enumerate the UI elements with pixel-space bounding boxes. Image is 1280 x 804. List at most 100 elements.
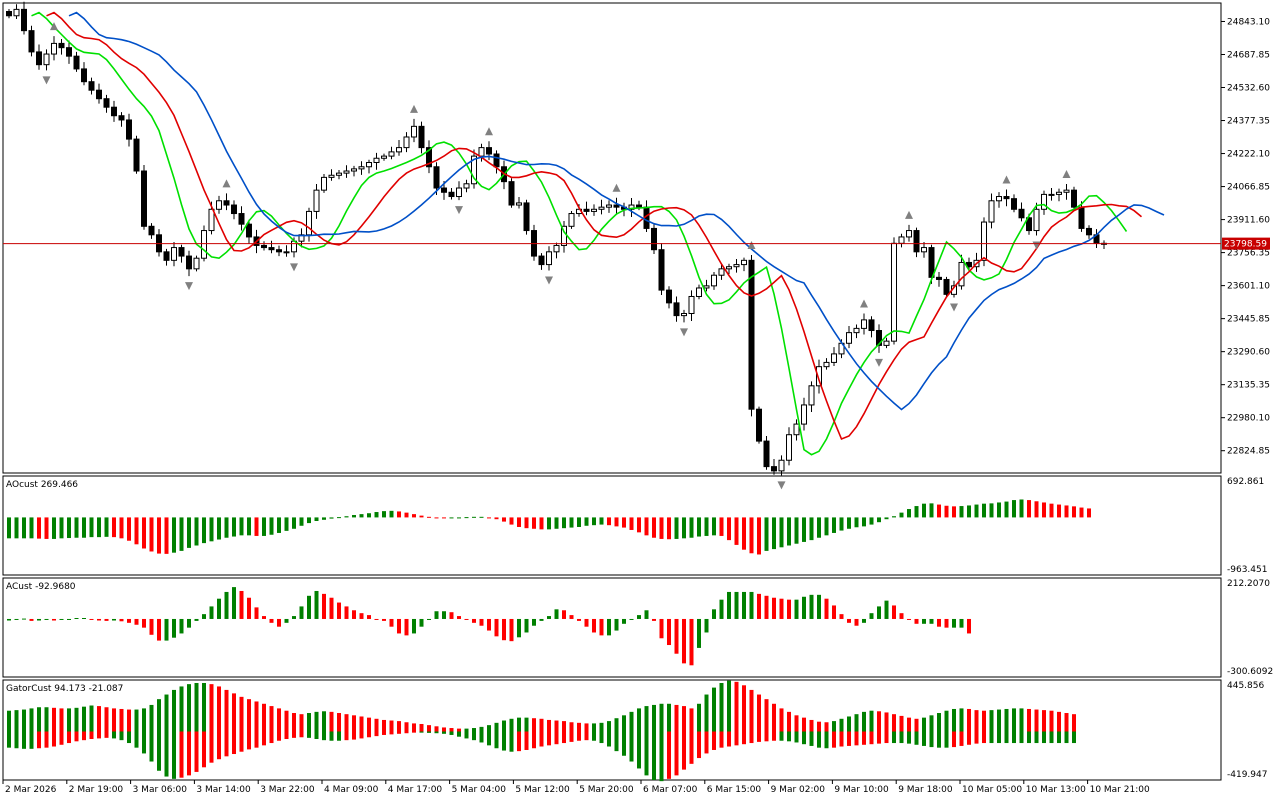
candle-body [928, 247, 935, 278]
ma-fast-line [31, 11, 1128, 456]
gator-lower-bar [427, 731, 431, 733]
gator-upper-bar [89, 705, 94, 732]
gator-lower-bar [232, 731, 236, 755]
candle-body [321, 176, 327, 191]
candle-body [336, 172, 342, 176]
ao-bar [239, 517, 244, 536]
gator-lower-bar [179, 731, 184, 778]
candle-body [388, 151, 395, 157]
candle-body [66, 47, 72, 57]
gator-upper-bar [862, 711, 866, 732]
ao-bar [344, 516, 349, 518]
gator-upper-bar [712, 687, 716, 732]
ac-bar [172, 618, 176, 638]
gator-upper-bar [742, 685, 746, 732]
candle-body [763, 440, 770, 468]
gator-upper-bar [967, 708, 971, 732]
gator-upper-bar [1027, 708, 1031, 732]
gator-upper-bar [577, 722, 581, 732]
candle-body [231, 204, 237, 215]
gator-lower-bar [307, 731, 311, 738]
fractal-down-marker [777, 481, 786, 490]
fractal-down-marker [42, 76, 51, 85]
candle-body [793, 423, 800, 436]
gator-lower-bar [382, 731, 386, 735]
candle-body [546, 251, 552, 266]
gator-upper-bar [352, 715, 356, 732]
ac-bar [862, 618, 866, 623]
ac-histogram [7, 587, 971, 666]
ao-bar [629, 517, 634, 530]
time-tick-label: 4 Mar 09:00 [324, 785, 379, 795]
ao-bar [1049, 503, 1054, 518]
gator-lower-bar [44, 731, 49, 748]
fractal-down-marker [455, 206, 463, 215]
candle-body [343, 170, 350, 174]
ac-bar [352, 610, 356, 619]
ao-bar [434, 517, 439, 519]
ac-bar [614, 618, 619, 631]
ao-bar [29, 517, 34, 539]
gator-lower-bar [622, 731, 626, 756]
fractal-up-marker [905, 210, 913, 219]
ao-bar [307, 517, 311, 524]
candle-body [913, 230, 920, 253]
gator-lower-bar [937, 731, 941, 748]
gator-upper-bar [202, 682, 206, 732]
candle-body [381, 155, 387, 159]
ac-bar [779, 598, 784, 619]
ao-bar [359, 514, 364, 518]
price-tick-label: 23911.60 [1227, 216, 1270, 226]
gator-upper-bar [209, 684, 214, 732]
candle-body [823, 361, 830, 368]
gator-lower-bar [1072, 731, 1076, 744]
ac-bar [239, 590, 244, 619]
ac-bar [412, 618, 416, 634]
candle-body [133, 138, 140, 172]
gator-upper-bar [854, 714, 859, 732]
fractal-up-marker [612, 183, 621, 192]
price-tick-label: 23601.10 [1227, 282, 1270, 292]
ac-bar [907, 618, 911, 620]
ao-bar [269, 517, 274, 535]
fractal-down-marker [875, 358, 883, 367]
candle-body [88, 81, 95, 91]
fractal-down-marker [950, 303, 958, 312]
gator-lower-bar [764, 731, 769, 742]
gator-lower-bar [794, 731, 799, 743]
gator-lower-bar [59, 731, 64, 745]
ac-bar [449, 612, 454, 619]
ao-bar [187, 517, 191, 548]
gator-upper-bar [277, 708, 281, 732]
candle-body [246, 223, 252, 238]
candle-body [13, 8, 20, 17]
gator-lower-bar [1019, 731, 1024, 744]
gator-lower-bar [734, 731, 739, 746]
ac-axis-min: -300.6092 [1227, 667, 1273, 677]
gator-lower-bar [967, 731, 971, 745]
candle-body [1056, 191, 1062, 195]
ao-bar [1034, 501, 1039, 518]
gator-lower-bar [209, 731, 214, 763]
gator-lower-bar [704, 731, 709, 754]
gator-upper-bar [914, 718, 919, 732]
gator-lower-bar [959, 731, 964, 746]
ao-bar [367, 513, 371, 518]
gator-lower-bar [269, 731, 274, 744]
ao-bar [419, 515, 424, 518]
gator-lower-bar [329, 731, 334, 741]
candle-body [1048, 193, 1055, 196]
ac-bar [487, 618, 491, 631]
candle-body [1078, 206, 1085, 229]
gator-lower-bar [832, 731, 836, 748]
ao-bar [802, 517, 806, 542]
time-tick-label: 10 Mar 05:00 [962, 785, 1022, 795]
gator-upper-bar [922, 717, 926, 732]
gator-lower-bar [862, 731, 866, 745]
gator-lower-bar [322, 731, 326, 741]
ac-bar [794, 599, 799, 619]
gator-lower-bar [854, 731, 859, 746]
ac-pane-title: ACust -92.9680 [6, 582, 76, 592]
